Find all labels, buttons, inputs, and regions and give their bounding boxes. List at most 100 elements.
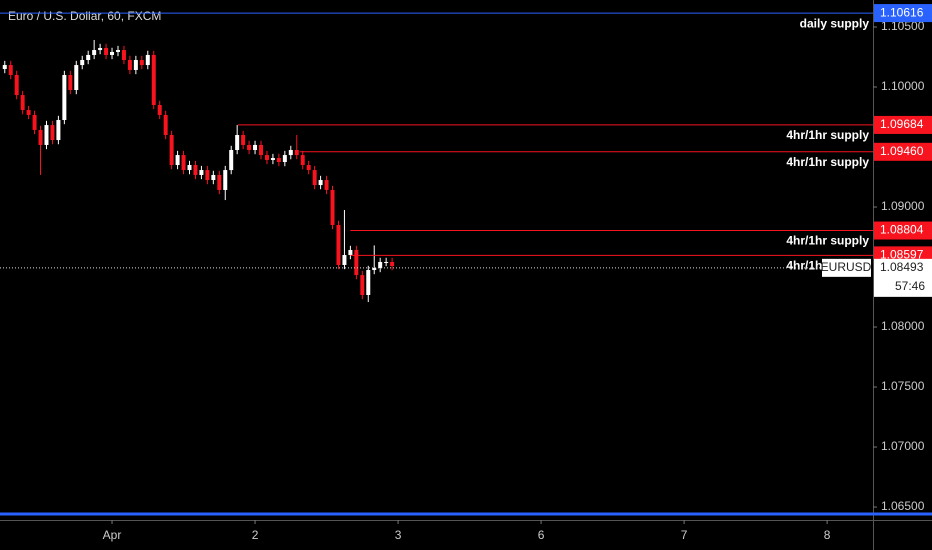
candle-body — [229, 150, 234, 171]
candle-body — [318, 180, 323, 186]
level-label: 4hr/1hr supply — [786, 234, 869, 248]
candle-body — [74, 65, 79, 91]
candle-body — [50, 125, 55, 141]
price-tag-label: 1.09684 — [880, 117, 924, 131]
candle-body — [181, 155, 186, 171]
candle-body — [264, 155, 269, 160]
y-tick-label: 1.06500 — [881, 499, 925, 513]
y-tick-label: 1.07000 — [881, 439, 925, 453]
chart-title: Euro / U.S. Dollar, 60, FXCM — [8, 9, 161, 23]
price-tag — [874, 221, 932, 240]
y-tick-label: 1.09000 — [881, 199, 925, 213]
level-label: 4hr/1hr supply — [786, 128, 869, 142]
candle-body — [14, 75, 19, 96]
candle-body — [175, 155, 180, 166]
candle-body — [104, 48, 109, 55]
symbol-label: EURUSD — [821, 260, 872, 274]
candle-body — [372, 267, 377, 271]
candle-body — [157, 105, 162, 115]
candle-body — [223, 170, 228, 190]
countdown: 57:46 — [895, 279, 925, 293]
level-label: 4hr/1hr supply — [786, 155, 869, 169]
x-tick-label: Apr — [103, 528, 122, 542]
symbol-tag — [822, 258, 871, 277]
x-tick-label: 2 — [252, 528, 259, 542]
candle-body — [62, 75, 67, 121]
candle-body — [336, 225, 341, 265]
y-tick-label: 1.10500 — [881, 19, 925, 33]
candle-body — [32, 114, 37, 130]
x-tick-label: 3 — [395, 528, 402, 542]
candle-body — [68, 75, 73, 91]
candle-body — [169, 135, 174, 166]
price-tag — [874, 142, 932, 161]
candle-body — [151, 54, 156, 106]
candle-body — [110, 51, 115, 55]
candle-body — [390, 261, 395, 267]
price-tag-label: 1.09460 — [880, 144, 924, 158]
candle-body — [20, 95, 25, 111]
x-tick-label: 8 — [824, 528, 831, 542]
candle-body — [259, 144, 264, 156]
x-tick-label: 7 — [681, 528, 688, 542]
candle-body — [354, 249, 359, 276]
candle-body — [2, 65, 7, 70]
candle-body — [270, 158, 275, 160]
y-tick-label: 1.07500 — [881, 379, 925, 393]
price-tag-label: 1.10616 — [880, 5, 924, 19]
candle-body — [115, 50, 120, 52]
y-tick-label: 1.08000 — [881, 319, 925, 333]
current-price-tag — [874, 258, 932, 297]
candle-body — [312, 170, 317, 186]
candle-body — [205, 170, 210, 181]
candle-body — [56, 120, 61, 141]
candle-body — [360, 275, 365, 295]
candle-body — [306, 165, 311, 171]
candle-body — [235, 135, 240, 151]
candle-body — [282, 155, 287, 163]
candle-body — [294, 150, 299, 156]
candle-body — [330, 189, 335, 226]
candle-body — [193, 165, 198, 175]
candle-body — [276, 158, 281, 163]
candle-body — [8, 65, 13, 76]
candle-body — [44, 125, 49, 145]
candle-body — [324, 180, 329, 190]
candle-body — [384, 261, 389, 263]
candle-body — [38, 129, 43, 145]
candle-body — [217, 174, 222, 190]
candle-body — [121, 50, 126, 61]
x-tick-label: 6 — [538, 528, 545, 542]
candle-body — [253, 144, 258, 151]
candle-body — [98, 48, 103, 51]
candle-body — [247, 144, 252, 151]
candle-body — [80, 60, 85, 66]
candle-body — [366, 270, 371, 295]
candle-body — [348, 249, 353, 256]
y-tick-label: 1.10000 — [881, 79, 925, 93]
candle-body — [300, 155, 305, 166]
candle-body — [378, 261, 383, 268]
candle-body — [163, 114, 168, 136]
price-tag — [874, 115, 932, 134]
price-tag-label: 1.08597 — [880, 248, 924, 262]
candle-body — [211, 174, 216, 181]
candle-body — [133, 60, 138, 70]
candle-body — [139, 60, 144, 66]
candle-body — [86, 54, 91, 61]
price-tag — [874, 4, 932, 23]
candle-body — [199, 170, 204, 175]
candle-body — [127, 60, 132, 70]
candle-body — [145, 54, 150, 66]
current-price-label: 1.08493 — [880, 260, 924, 274]
candle-body — [241, 135, 246, 145]
candle-body — [187, 165, 192, 171]
candle-body — [92, 50, 97, 55]
candle-body — [342, 255, 347, 265]
candle-body — [288, 150, 293, 156]
candle-body — [26, 110, 31, 115]
level-label: daily supply — [800, 16, 870, 30]
